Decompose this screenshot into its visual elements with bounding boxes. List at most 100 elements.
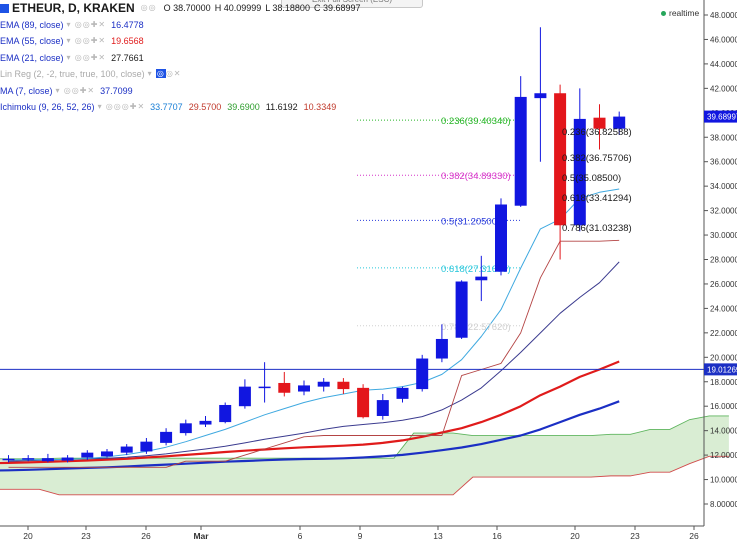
y-axis-tick-label: 20.00000 [710,353,737,362]
candle [357,384,370,419]
fib-level-label: 0.618(27.31670) [441,264,511,275]
candle-body [376,400,389,416]
candle-body [416,358,429,390]
indicator-controls-icon[interactable]: ▾ ◎◎✚✕ [66,36,107,45]
candle [495,198,507,276]
candle-body [219,404,232,423]
x-axis-tick-label: 20 [570,531,580,541]
indicator-controls-icon[interactable]: ▾ ◎◎✚✕ [55,85,96,95]
x-axis-tick-label: 6 [298,531,303,541]
y-axis-tick-label: 24.00000 [710,304,737,313]
candle-body [238,386,251,407]
x-axis-tick-label: Mar [193,531,209,541]
candle-body [534,93,547,99]
candle [396,386,409,403]
indicator-controls-icon[interactable]: ▾ ◎◎✚✕ [66,19,107,29]
ema21-line [8,261,620,462]
candle [435,324,448,363]
candle [179,419,192,436]
symbol-row: ETHEUR, D, KRAKEN ◎◎ O 38.70000 H 40.099… [0,0,361,17]
y-axis-tick-label: 44.00000 [710,60,737,69]
candle-body [495,204,507,272]
indicator-row-linreg[interactable]: Lin Reg (2, -2, true, true, 100, close) … [0,66,361,83]
candle-body [160,431,173,443]
candle [219,402,232,424]
candle [160,428,173,446]
indicator-label: EMA (89, close) [0,19,64,30]
price-label: 39.68997 [707,113,737,122]
candle-body [435,338,448,359]
x-axis-tick-label: 9 [358,531,363,541]
candle [258,362,271,403]
indicator-label: EMA (21, close) [0,52,64,63]
fib-level-label: 0.5(31.20500) [441,216,500,227]
ohlc-close: C 39.68997 [313,3,361,13]
candle [613,111,626,135]
exit-fullscreen-button[interactable]: Exit Full Screen (ESC) [281,0,423,8]
fib2-level-label: 0.786(31.03238) [562,223,632,234]
fib-level-label: 0.382(34.89330) [441,171,511,182]
ichimoku-span-b [0,455,729,496]
candle [22,455,35,462]
candle [534,27,547,162]
ema89-line [0,400,620,472]
y-axis-tick-label: 18.00000 [710,378,737,387]
candle [593,104,606,150]
candle-body [337,381,350,390]
x-axis-tick-label: 13 [433,531,443,541]
candle [337,378,350,394]
indicator-row-ema89[interactable]: EMA (89, close) ▾ ◎◎✚✕ 16.4778 [0,17,361,34]
candle-body [2,458,15,461]
y-axis-tick-label: 12.00000 [710,451,737,460]
y-axis-tick-label: 32.00000 [710,207,737,216]
indicator-label: EMA (55, close) [0,36,64,46]
x-axis-tick-label: 16 [492,531,502,541]
indicator-row-ema55[interactable]: EMA (55, close) ▾ ◎◎✚✕ 19.6568 [0,33,361,50]
candle-body [278,382,291,393]
symbol-marker-icon [0,3,9,13]
candle [554,84,567,260]
candle-body [593,117,606,129]
y-axis-tick-label: 28.00000 [710,256,737,265]
x-axis-tick-label: 20 [23,531,33,541]
candle-body [317,381,330,387]
candle [238,379,251,409]
indicator-value: 19.6568 [111,36,144,46]
symbol-controls-icon[interactable]: ◎◎ [140,3,157,12]
candle-body [22,458,35,460]
indicator-row-ema21[interactable]: EMA (21, close) ▾ ◎◎✚✕ 27.7661 [0,50,361,67]
realtime-dot-icon [661,11,666,17]
indicator-value: 27.7661 [111,52,144,63]
y-axis-tick-label: 36.00000 [710,158,737,167]
candle [120,444,133,456]
y-axis-tick-label: 16.00000 [710,402,737,411]
x-axis-tick-label: 23 [630,531,640,541]
indicator-controls-icon[interactable]: ▾ ◎◎✕ [147,69,182,78]
indicator-controls-icon[interactable]: ▾ ◎◎◎✚✕ [97,102,146,111]
x-axis-tick-label: 26 [689,531,699,541]
candle [101,448,113,458]
indicator-label: Lin Reg (2, -2, true, true, 100, close) [0,69,145,79]
ohlc-low: L 38.18800 [265,3,310,13]
indicator-label: MA (7, close) [0,85,53,96]
indicator-row-ichimoku[interactable]: Ichimoku (9, 26, 52, 26) ▾ ◎◎◎✚✕ 33.7707… [0,99,361,116]
y-axis-tick-label: 14.00000 [710,427,737,436]
candle [298,380,310,396]
y-axis-tick-label: 10.00000 [710,476,737,485]
realtime-indicator: realtime [661,8,699,18]
candle-body [179,423,192,434]
candle [317,378,330,392]
indicator-controls-icon[interactable]: ▾ ◎◎✚✕ [66,52,107,62]
candle-body [514,96,527,206]
candle [573,88,586,232]
ohlc-open: O 38.70000 [163,3,211,13]
indicator-row-ma7[interactable]: MA (7, close) ▾ ◎◎✚✕ 37.7099 [0,83,361,100]
hline-label: 19.01269 [707,365,737,374]
ohlc-high: H 40.09999 [214,3,262,13]
fib2-level-label: 0.618(33.41294) [562,193,632,204]
indicator-label: Ichimoku (9, 26, 52, 26) [0,102,95,112]
candle [278,371,291,397]
x-axis-tick-label: 26 [141,531,151,541]
y-axis-tick-label: 26.00000 [710,280,737,289]
